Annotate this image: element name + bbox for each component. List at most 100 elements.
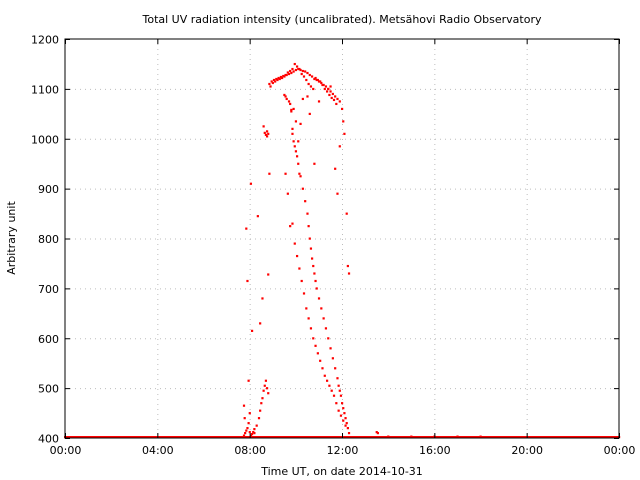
data-point xyxy=(77,436,81,439)
data-point xyxy=(291,132,294,135)
y-tick-label: 1200 xyxy=(31,34,59,47)
data-point xyxy=(334,95,337,98)
data-point xyxy=(283,75,286,78)
data-point xyxy=(316,78,319,82)
data-point xyxy=(337,409,340,412)
data-point xyxy=(253,432,256,435)
data-point xyxy=(308,112,311,116)
data-point xyxy=(250,329,254,332)
data-point xyxy=(329,85,332,88)
data-point xyxy=(309,247,313,250)
data-point xyxy=(305,78,308,82)
data-point xyxy=(265,387,269,390)
x-tick-label: 20:00 xyxy=(511,444,543,457)
data-point xyxy=(293,242,296,245)
data-point xyxy=(322,83,325,87)
data-point xyxy=(321,83,324,87)
data-point xyxy=(295,254,299,258)
data-point xyxy=(306,95,309,98)
data-point xyxy=(284,95,287,98)
data-point xyxy=(320,81,323,85)
data-point xyxy=(299,68,302,72)
y-tick-label: 700 xyxy=(38,283,59,296)
data-point xyxy=(327,87,330,91)
data-point xyxy=(261,297,264,300)
y-tick-label: 800 xyxy=(38,233,59,246)
data-point xyxy=(376,432,379,435)
data-point xyxy=(337,384,340,387)
data-point xyxy=(456,435,459,438)
data-point xyxy=(306,212,309,215)
data-point xyxy=(336,97,339,101)
data-point xyxy=(339,414,343,417)
data-point xyxy=(147,436,150,439)
data-point xyxy=(278,77,281,81)
data-point xyxy=(275,77,278,81)
data-point xyxy=(375,431,378,434)
data-point xyxy=(247,422,250,425)
data-point xyxy=(339,394,343,397)
data-point xyxy=(188,436,191,439)
data-point xyxy=(297,162,300,165)
data-point xyxy=(342,120,345,123)
data-point xyxy=(292,107,295,111)
data-point xyxy=(313,272,316,275)
data-point xyxy=(300,72,303,76)
data-point xyxy=(334,367,337,370)
data-point xyxy=(345,422,348,425)
data-point xyxy=(244,432,247,435)
data-point xyxy=(328,93,331,97)
data-point xyxy=(302,292,306,295)
data-point xyxy=(310,257,314,260)
data-point xyxy=(252,431,255,434)
data-point xyxy=(119,436,122,439)
y-tick-label: 400 xyxy=(38,433,59,446)
y-tick-labels: 400 500 600 700 800 900 1000 1100 1200 xyxy=(31,34,59,446)
data-point xyxy=(283,93,286,97)
data-point xyxy=(335,102,338,106)
data-point xyxy=(297,140,300,143)
data-point xyxy=(321,367,324,370)
data-point xyxy=(341,107,344,111)
data-point xyxy=(346,264,349,268)
data-point xyxy=(246,427,249,430)
data-point xyxy=(309,327,313,330)
data-point xyxy=(292,70,295,73)
data-point xyxy=(262,389,265,392)
data-point xyxy=(312,87,315,91)
data-point xyxy=(309,85,313,88)
y-tick-label: 1000 xyxy=(31,133,59,146)
data-point xyxy=(294,150,298,153)
data-point xyxy=(308,73,311,77)
chart-title: Total UV radiation intensity (uncalibrat… xyxy=(142,13,542,26)
data-point xyxy=(548,436,551,439)
data-point xyxy=(317,100,321,103)
data-point xyxy=(329,90,332,93)
data-point xyxy=(301,97,304,101)
data-point xyxy=(338,389,341,392)
data-point xyxy=(319,359,322,362)
tick-marks xyxy=(65,39,620,439)
data-point xyxy=(347,272,351,275)
data-point xyxy=(255,424,258,427)
data-point xyxy=(307,317,310,320)
data-point xyxy=(308,237,311,240)
data-point xyxy=(259,322,262,325)
data-point xyxy=(289,69,292,73)
data-point xyxy=(263,131,266,134)
data-point xyxy=(301,187,304,190)
data-point xyxy=(293,62,296,66)
data-point xyxy=(133,436,136,439)
data-point xyxy=(346,427,349,430)
data-point xyxy=(257,417,261,420)
data-point xyxy=(310,75,314,78)
data-point xyxy=(248,431,251,434)
data-point xyxy=(246,279,249,283)
data-point xyxy=(264,379,268,382)
data-point xyxy=(260,402,263,405)
data-point xyxy=(301,69,304,73)
data-point xyxy=(265,135,269,138)
data-point xyxy=(245,429,248,432)
data-point xyxy=(313,162,316,165)
